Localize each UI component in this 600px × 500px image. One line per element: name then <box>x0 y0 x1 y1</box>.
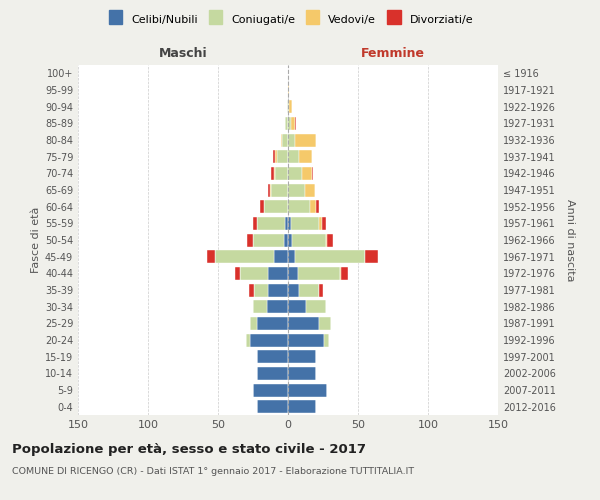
Bar <box>298 267 340 280</box>
Bar <box>249 284 254 296</box>
Bar <box>250 317 257 330</box>
Bar <box>274 167 275 180</box>
Bar <box>310 200 316 213</box>
Bar <box>246 334 250 346</box>
Bar <box>275 167 288 180</box>
Bar <box>284 234 288 246</box>
Bar <box>288 300 306 313</box>
Bar <box>295 117 296 130</box>
Bar <box>271 167 274 180</box>
Bar <box>250 334 288 346</box>
Bar <box>288 184 305 196</box>
Bar <box>207 250 215 263</box>
Bar <box>312 167 313 180</box>
Bar <box>288 134 295 146</box>
Bar <box>292 234 326 246</box>
Bar <box>241 267 268 280</box>
Bar <box>235 267 241 280</box>
Bar <box>288 217 291 230</box>
Bar <box>322 217 326 230</box>
Bar <box>287 100 288 113</box>
Bar <box>260 200 264 213</box>
Text: COMUNE DI RICENGO (CR) - Dati ISTAT 1° gennaio 2017 - Elaborazione TUTTITALIA.IT: COMUNE DI RICENGO (CR) - Dati ISTAT 1° g… <box>12 468 414 476</box>
Bar <box>271 184 288 196</box>
Bar <box>291 217 319 230</box>
Bar <box>277 150 288 163</box>
Bar <box>274 250 288 263</box>
Text: Femmine: Femmine <box>361 47 425 60</box>
Bar <box>288 84 289 96</box>
Bar <box>289 100 292 113</box>
Bar <box>275 150 277 163</box>
Text: Popolazione per età, sesso e stato civile - 2017: Popolazione per età, sesso e stato civil… <box>12 442 366 456</box>
Bar <box>253 234 284 246</box>
Bar <box>268 267 288 280</box>
Bar <box>257 400 288 413</box>
Bar <box>299 150 312 163</box>
Bar <box>257 350 288 363</box>
Bar <box>285 217 288 230</box>
Legend: Celibi/Nubili, Coniugati/e, Vedovi/e, Divorziati/e: Celibi/Nubili, Coniugati/e, Vedovi/e, Di… <box>104 10 478 30</box>
Bar <box>268 184 270 196</box>
Bar <box>306 300 326 313</box>
Bar <box>305 184 314 196</box>
Bar <box>327 234 333 246</box>
Bar <box>319 284 323 296</box>
Bar <box>299 284 319 296</box>
Y-axis label: Anni di nascita: Anni di nascita <box>565 198 575 281</box>
Bar <box>295 134 316 146</box>
Bar <box>288 367 316 380</box>
Bar <box>288 167 302 180</box>
Bar <box>264 200 288 213</box>
Bar <box>288 200 310 213</box>
Bar <box>288 150 299 163</box>
Bar <box>319 317 331 330</box>
Bar <box>253 384 288 396</box>
Bar <box>288 334 325 346</box>
Bar <box>325 334 329 346</box>
Bar <box>257 317 288 330</box>
Bar <box>341 267 348 280</box>
Bar <box>288 100 289 113</box>
Bar <box>283 134 288 146</box>
Bar <box>281 134 283 146</box>
Bar <box>288 350 316 363</box>
Bar <box>340 267 341 280</box>
Text: Maschi: Maschi <box>158 47 208 60</box>
Bar <box>254 284 268 296</box>
Bar <box>291 117 295 130</box>
Bar <box>257 367 288 380</box>
Y-axis label: Fasce di età: Fasce di età <box>31 207 41 273</box>
Bar <box>247 234 253 246</box>
Bar <box>288 317 319 330</box>
Bar <box>253 300 267 313</box>
Bar <box>267 300 288 313</box>
Bar <box>288 384 327 396</box>
Bar <box>288 267 298 280</box>
Bar <box>257 217 285 230</box>
Bar <box>288 250 295 263</box>
Bar <box>288 400 316 413</box>
Bar <box>316 200 319 213</box>
Bar <box>253 217 257 230</box>
Bar <box>319 217 322 230</box>
Bar <box>288 284 299 296</box>
Bar <box>295 250 365 263</box>
Bar <box>365 250 377 263</box>
Bar <box>302 167 312 180</box>
Bar <box>270 184 271 196</box>
Bar <box>215 250 274 263</box>
Bar <box>285 117 288 130</box>
Bar <box>288 117 291 130</box>
Bar <box>326 234 327 246</box>
Bar <box>272 150 275 163</box>
Bar <box>288 234 292 246</box>
Bar <box>268 284 288 296</box>
